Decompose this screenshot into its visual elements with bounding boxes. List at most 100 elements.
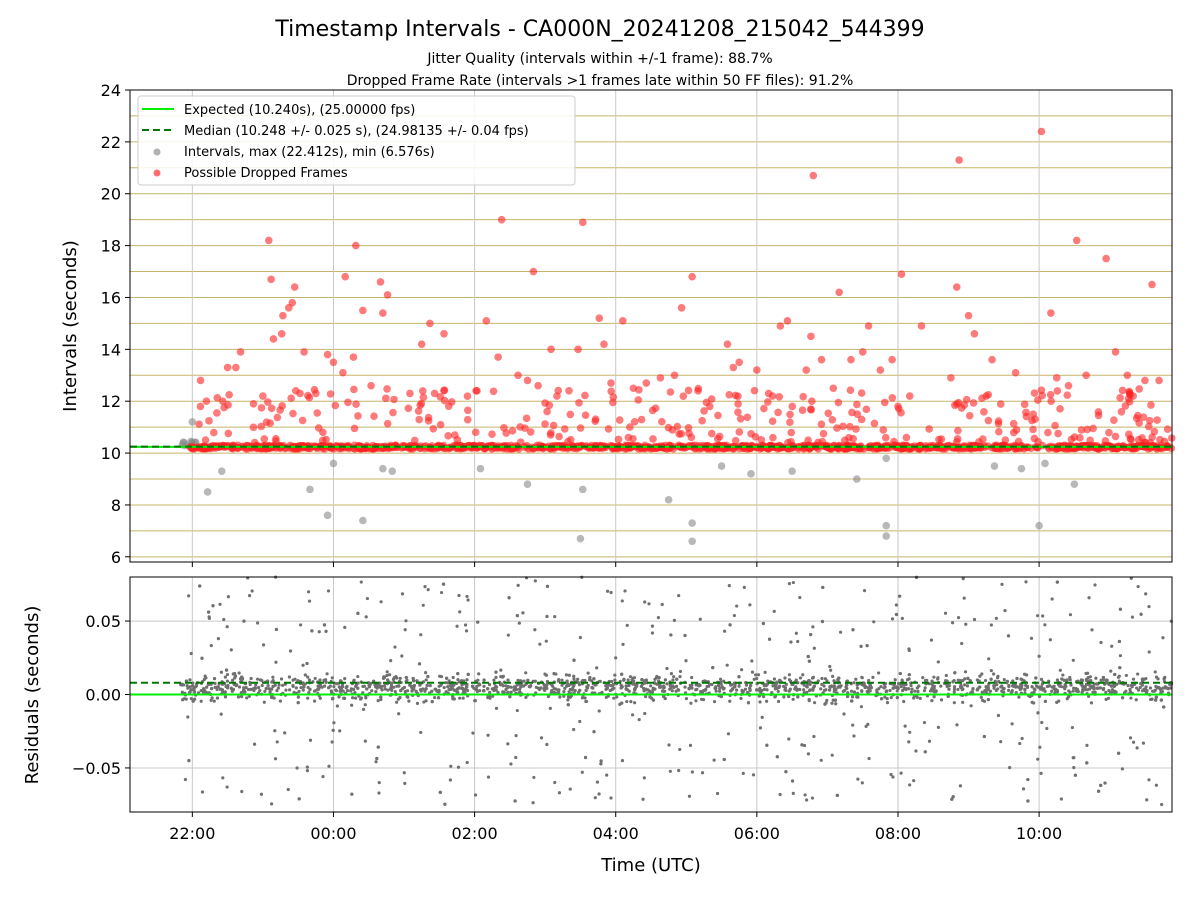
dropped-frame-point: [996, 400, 1005, 408]
residual-point: [595, 780, 600, 784]
interval-point: [1035, 521, 1043, 530]
dropped-frame-point: [1011, 368, 1020, 377]
residual-point: [506, 633, 510, 637]
dropped-frame-point: [576, 424, 585, 432]
residual-point: [209, 698, 213, 702]
residual-point: [963, 683, 967, 687]
residual-point: [1120, 767, 1124, 771]
residual-point: [524, 671, 528, 675]
residual-point: [322, 678, 326, 682]
residual-point: [544, 673, 548, 677]
dropped-frame-point: [783, 317, 792, 325]
residual-point: [1113, 672, 1117, 677]
residual-point: [963, 677, 967, 681]
residual-point: [1061, 673, 1065, 677]
residual-point: [1017, 685, 1021, 690]
dropped-frame-point: [607, 387, 616, 396]
residual-point: [1071, 689, 1075, 693]
residual-point: [1010, 690, 1014, 694]
residual-point: [992, 684, 996, 688]
dropped-frame-point: [424, 413, 433, 422]
interval-point: [882, 532, 891, 540]
residual-point: [326, 589, 331, 593]
residual-point: [1032, 690, 1036, 694]
dropped-frame-point: [731, 391, 740, 400]
residual-point: [994, 616, 998, 620]
dropped-frame-point: [359, 306, 367, 315]
residual-point: [932, 686, 936, 690]
dropped-frame-point: [1052, 374, 1061, 382]
residual-point: [1068, 675, 1072, 680]
legend-dropped-label: Possible Dropped Frames: [184, 166, 348, 181]
dropped-frame-point: [852, 425, 860, 433]
residual-point: [376, 745, 380, 749]
residual-point: [1021, 787, 1026, 791]
residual-point: [572, 727, 576, 732]
legend-median-label: Median (10.248 +/- 0.025 s), (24.98135 +…: [184, 124, 529, 139]
dropped-frame-point: [835, 288, 843, 297]
residual-point: [399, 688, 403, 692]
residual-point: [388, 673, 392, 677]
residual-point: [576, 681, 581, 685]
residual-point: [952, 685, 957, 689]
dropped-frame-point: [1148, 433, 1156, 441]
residual-point: [457, 686, 461, 690]
residual-point: [281, 683, 285, 687]
residual-point: [418, 683, 422, 687]
residual-point: [564, 673, 569, 677]
residual-point: [629, 700, 633, 704]
residual-point: [423, 585, 427, 589]
legend-dropped-marker: [153, 169, 161, 177]
residual-point: [1067, 689, 1071, 693]
dropped-frame-point: [880, 398, 889, 407]
residual-point: [424, 687, 428, 691]
residual-point: [1145, 798, 1149, 802]
residual-point: [716, 683, 721, 688]
residual-point: [1166, 686, 1170, 690]
dropped-frame-point: [668, 426, 677, 434]
residual-point: [982, 734, 986, 739]
residual-point: [586, 671, 590, 675]
residual-point: [1037, 694, 1042, 699]
residual-point: [190, 684, 195, 688]
residual-point: [1136, 672, 1140, 676]
residual-point: [343, 625, 347, 629]
residual-point: [642, 689, 646, 693]
residual-point: [223, 675, 227, 679]
residual-point: [643, 681, 647, 685]
dropped-frame-point: [747, 429, 755, 438]
residual-point: [830, 701, 834, 705]
dropped-frame-point: [1101, 436, 1110, 445]
interval-point: [306, 485, 314, 494]
dropped-frame-point: [688, 441, 697, 450]
residual-point: [831, 674, 835, 678]
dropped-frame-point: [980, 408, 988, 416]
residual-point: [509, 762, 513, 766]
residual-point: [838, 630, 843, 634]
residual-point: [930, 682, 934, 686]
residual-point: [975, 688, 979, 692]
dropped-frame-point: [526, 428, 535, 436]
x-tick-label: 00:00: [310, 824, 356, 843]
residual-point: [376, 699, 380, 703]
residual-point: [514, 733, 518, 738]
residual-point: [475, 684, 479, 689]
residual-point: [1055, 690, 1060, 694]
residual-point: [936, 677, 940, 681]
residual-point: [590, 679, 594, 683]
residual-point: [206, 610, 211, 614]
residual-point: [572, 674, 576, 678]
interval-point: [1041, 459, 1049, 468]
residual-point: [395, 676, 399, 680]
residual-point: [287, 675, 292, 679]
residual-point: [477, 672, 481, 676]
residual-point: [279, 677, 284, 681]
residual-point: [584, 688, 588, 693]
dropped-frame-point: [1030, 434, 1039, 443]
dropped-frame-point: [995, 427, 1003, 436]
dropped-frame-point: [677, 430, 686, 438]
residual-point: [1093, 583, 1097, 587]
residual-point: [1095, 686, 1099, 690]
dropped-frame-point: [609, 393, 618, 401]
residual-point: [291, 678, 295, 682]
